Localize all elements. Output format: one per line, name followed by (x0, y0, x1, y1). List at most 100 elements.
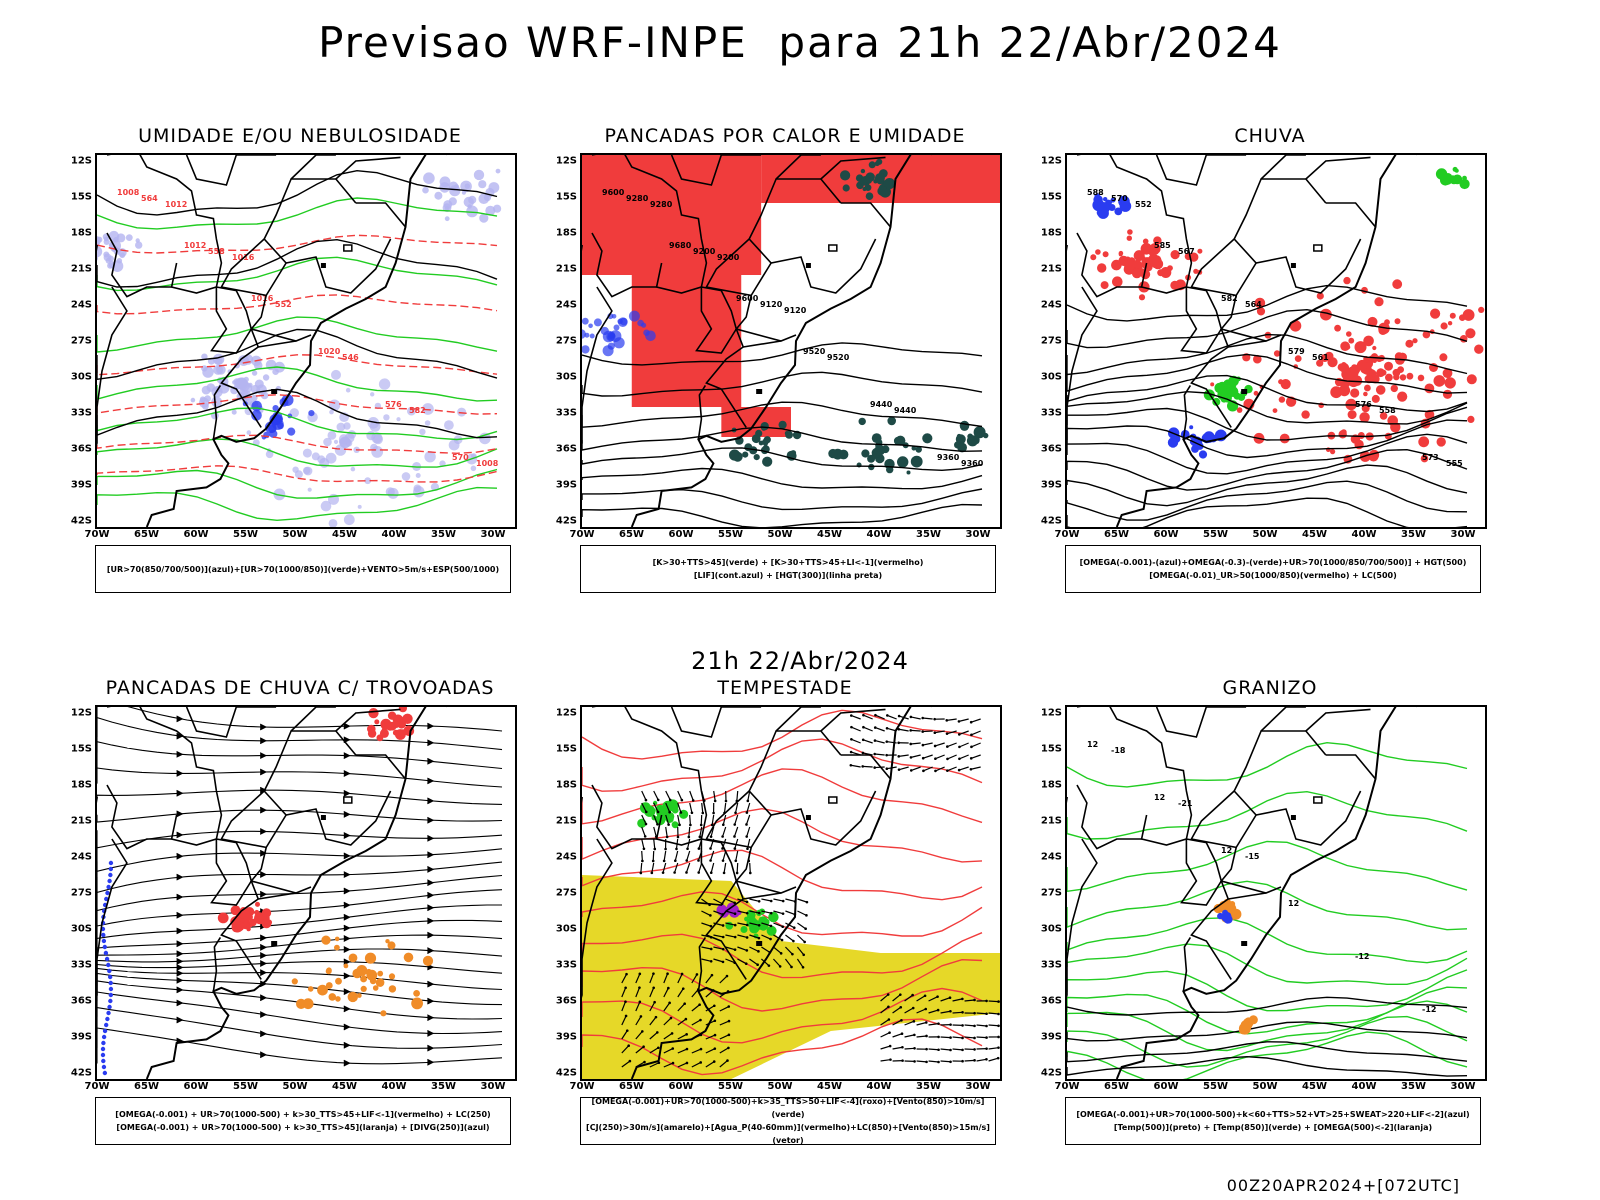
legend-line: [OMEGA(-0.01)_UR>50(1000/850)(vermelho) … (1149, 571, 1397, 580)
lon-tick-label: 35W (916, 529, 941, 540)
panel-legend: [OMEGA(-0.001)+UR>70(1000-500)+k>35_TTS>… (580, 1097, 996, 1145)
longitude-axis: 70W 65W 60W 55W 50W 45W 40W 35W 30W (570, 529, 1002, 543)
lon-tick-label: 55W (1203, 1081, 1228, 1092)
svg-text:561: 561 (1312, 353, 1329, 362)
lat-tick-label: 33S (1040, 959, 1062, 971)
legend-line: [K>30+TTS>45](verde) + [K>30+TTS>45+LI<-… (652, 558, 924, 567)
lat-tick-label: 18S (70, 779, 92, 791)
svg-text:1016: 1016 (251, 294, 274, 303)
lon-tick-label: 45W (1302, 1081, 1327, 1092)
forecast-run-label: 00Z20APR2024+[072UTC] (1226, 1176, 1460, 1195)
lat-tick-label: 27S (70, 335, 92, 347)
lon-tick-label: 50W (1252, 529, 1278, 540)
lon-tick-label: 65W (619, 1081, 644, 1092)
map-canvas: 9600968096009520944093609280920091209520… (582, 155, 1000, 527)
svg-text:9520: 9520 (803, 347, 826, 356)
longitude-axis: 70W 65W 60W 55W 50W 45W 40W 35W 30W (570, 1081, 1002, 1095)
forecast-map: 1008 1012 1016 1020 576 570 564 558 552 546 582 100… (95, 153, 517, 529)
lon-tick-label: 30W (965, 529, 991, 540)
lon-tick-label: 70W (84, 529, 110, 540)
svg-text:546: 546 (342, 353, 359, 362)
lat-tick-label: 27S (555, 887, 577, 899)
main-title: Previsao WRF-INPE para 21h 22/Abr/2024 (318, 18, 1282, 67)
svg-text:576: 576 (385, 400, 402, 409)
lon-tick-label: 30W (1450, 529, 1476, 540)
svg-text:12: 12 (1288, 899, 1299, 908)
panel-title: GRANIZO (1222, 677, 1318, 699)
svg-text:-12: -12 (1422, 1005, 1436, 1014)
svg-text:9280: 9280 (650, 200, 673, 209)
lat-tick-label: 15S (70, 743, 92, 755)
latitude-axis: 12S 15S 18S 21S 24S 27S 30S 33S 36S 39S 42S (1028, 153, 1064, 529)
date-label: 21h 22/Abr/2024 (691, 647, 909, 675)
lat-tick-label: 24S (70, 299, 92, 311)
forecast-map (580, 705, 1002, 1081)
legend-line: [CJ(250)>30m/s](amarelo)+[Agua_P(40-60mm… (586, 1123, 990, 1145)
longitude-axis: 70W 65W 60W 55W 50W 45W 40W 35W 30W (85, 1081, 517, 1095)
lat-tick-label: 24S (555, 851, 577, 863)
lat-tick-label: 24S (70, 851, 92, 863)
lon-tick-label: 70W (1054, 529, 1080, 540)
lon-tick-label: 35W (1401, 1081, 1426, 1092)
lat-tick-label: 36S (1040, 443, 1062, 455)
lat-tick-label: 42S (555, 515, 577, 527)
svg-text:564: 564 (141, 194, 158, 203)
lat-tick-label: 27S (1040, 887, 1062, 899)
svg-text:9600: 9600 (602, 188, 625, 197)
lon-tick-label: 35W (916, 1081, 941, 1092)
svg-text:582: 582 (1221, 294, 1238, 303)
lat-tick-label: 18S (1040, 779, 1062, 791)
lat-tick-label: 42S (70, 515, 92, 527)
map-canvas (582, 707, 1000, 1079)
svg-text:9360: 9360 (937, 453, 960, 462)
lat-tick-label: 36S (70, 443, 92, 455)
lat-tick-label: 39S (70, 479, 92, 491)
lon-tick-label: 30W (965, 1081, 991, 1092)
lat-tick-label: 42S (555, 1067, 577, 1079)
svg-text:-12: -12 (1355, 952, 1369, 961)
lon-tick-label: 55W (718, 529, 743, 540)
svg-text:1020: 1020 (318, 347, 341, 356)
latitude-axis: 12S 15S 18S 21S 24S 27S 30S 33S 36S 39S 42S (58, 153, 94, 529)
svg-text:558: 558 (208, 247, 225, 256)
lat-tick-label: 42S (1040, 1067, 1062, 1079)
lat-tick-label: 33S (1040, 407, 1062, 419)
svg-text:9120: 9120 (760, 300, 783, 309)
lon-tick-label: 35W (1401, 529, 1426, 540)
latitude-axis: 12S 15S 18S 21S 24S 27S 30S 33S 36S 39S 42S (1028, 705, 1064, 1081)
lat-tick-label: 12S (70, 155, 92, 167)
lat-tick-label: 30S (555, 923, 577, 935)
lon-tick-label: 35W (431, 1081, 456, 1092)
svg-text:9120: 9120 (784, 306, 807, 315)
svg-text:9520: 9520 (827, 353, 850, 362)
lon-tick-label: 40W (1351, 1081, 1377, 1092)
lat-tick-label: 33S (70, 407, 92, 419)
panel-title: PANCADAS DE CHUVA C/ TROVOADAS (105, 677, 495, 699)
lat-tick-label: 15S (1040, 743, 1062, 755)
lon-tick-label: 65W (134, 1081, 159, 1092)
svg-text:570: 570 (452, 453, 469, 462)
panel-title: PANCADAS POR CALOR E UMIDADE (604, 125, 966, 147)
lon-tick-label: 30W (480, 529, 506, 540)
svg-text:12: 12 (1154, 793, 1165, 802)
map-canvas: 12 12 12 12 -12 -12 -18 -21 -15 (1067, 707, 1468, 1079)
panel-title: TEMPESTADE (717, 677, 853, 699)
lon-tick-label: 55W (233, 529, 258, 540)
lon-tick-label: 40W (381, 529, 407, 540)
lon-tick-label: 50W (282, 529, 308, 540)
lon-tick-label: 65W (619, 529, 644, 540)
svg-text:9600: 9600 (736, 294, 759, 303)
lon-tick-label: 45W (817, 529, 842, 540)
longitude-axis: 70W 65W 60W 55W 50W 45W 40W 35W 30W (1055, 1081, 1487, 1095)
lat-tick-label: 33S (70, 959, 92, 971)
forecast-map: 9600 9680 9600 9520 9440 9360 9280 9200 9120 9520… (580, 153, 1002, 529)
svg-text:1012: 1012 (165, 200, 187, 209)
lat-tick-label: 30S (70, 371, 92, 383)
lon-tick-label: 65W (1104, 529, 1129, 540)
legend-line: [OMEGA(-0.001) + UR>70(1000-500) + k>30_… (115, 1110, 491, 1119)
svg-text:1012: 1012 (184, 241, 206, 250)
lat-tick-label: 24S (1040, 851, 1062, 863)
lat-tick-label: 12S (555, 707, 577, 719)
legend-line: [OMEGA(-0.001)-(azul)+OMEGA(-0.3)-(verde… (1079, 558, 1467, 567)
legend-line: [UR>70(850/700/500)](azul)+[UR>70(1000/8… (106, 564, 500, 574)
